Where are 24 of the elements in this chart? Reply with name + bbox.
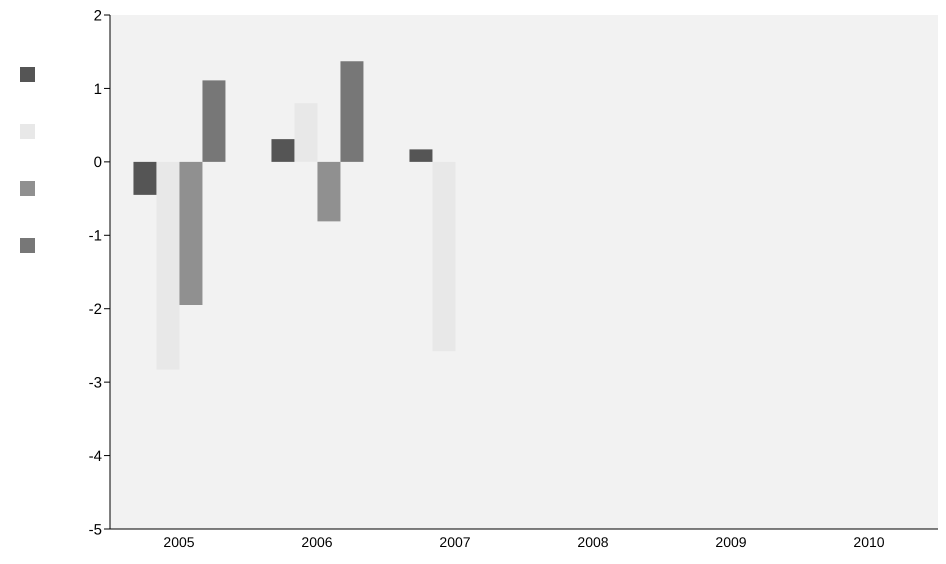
y-tick-label: -2 (88, 301, 102, 318)
y-tick-label: -5 (88, 521, 102, 538)
bar (340, 61, 364, 162)
bar (271, 139, 294, 162)
bar (432, 162, 456, 352)
x-tick-label: 2010 (853, 534, 885, 550)
bar (409, 149, 432, 162)
y-tick-label: -4 (88, 448, 102, 465)
bar (294, 103, 318, 162)
y-tick-label: 0 (94, 154, 102, 172)
y-tick-label: -1 (88, 228, 102, 245)
bar (317, 162, 340, 222)
x-tick-label: 2006 (301, 534, 333, 550)
x-tick-label: 2008 (577, 534, 609, 550)
x-tick-label: 2007 (439, 534, 471, 550)
y-tick-label: 2 (94, 7, 102, 24)
y-tick-label: 1 (94, 80, 102, 98)
y-tick-label: -3 (88, 374, 102, 392)
x-tick-label: 2009 (715, 534, 747, 550)
bar (179, 162, 202, 306)
x-tick-label: 2005 (163, 534, 195, 550)
bar (133, 162, 156, 195)
bar (202, 80, 226, 162)
bar (156, 162, 180, 370)
